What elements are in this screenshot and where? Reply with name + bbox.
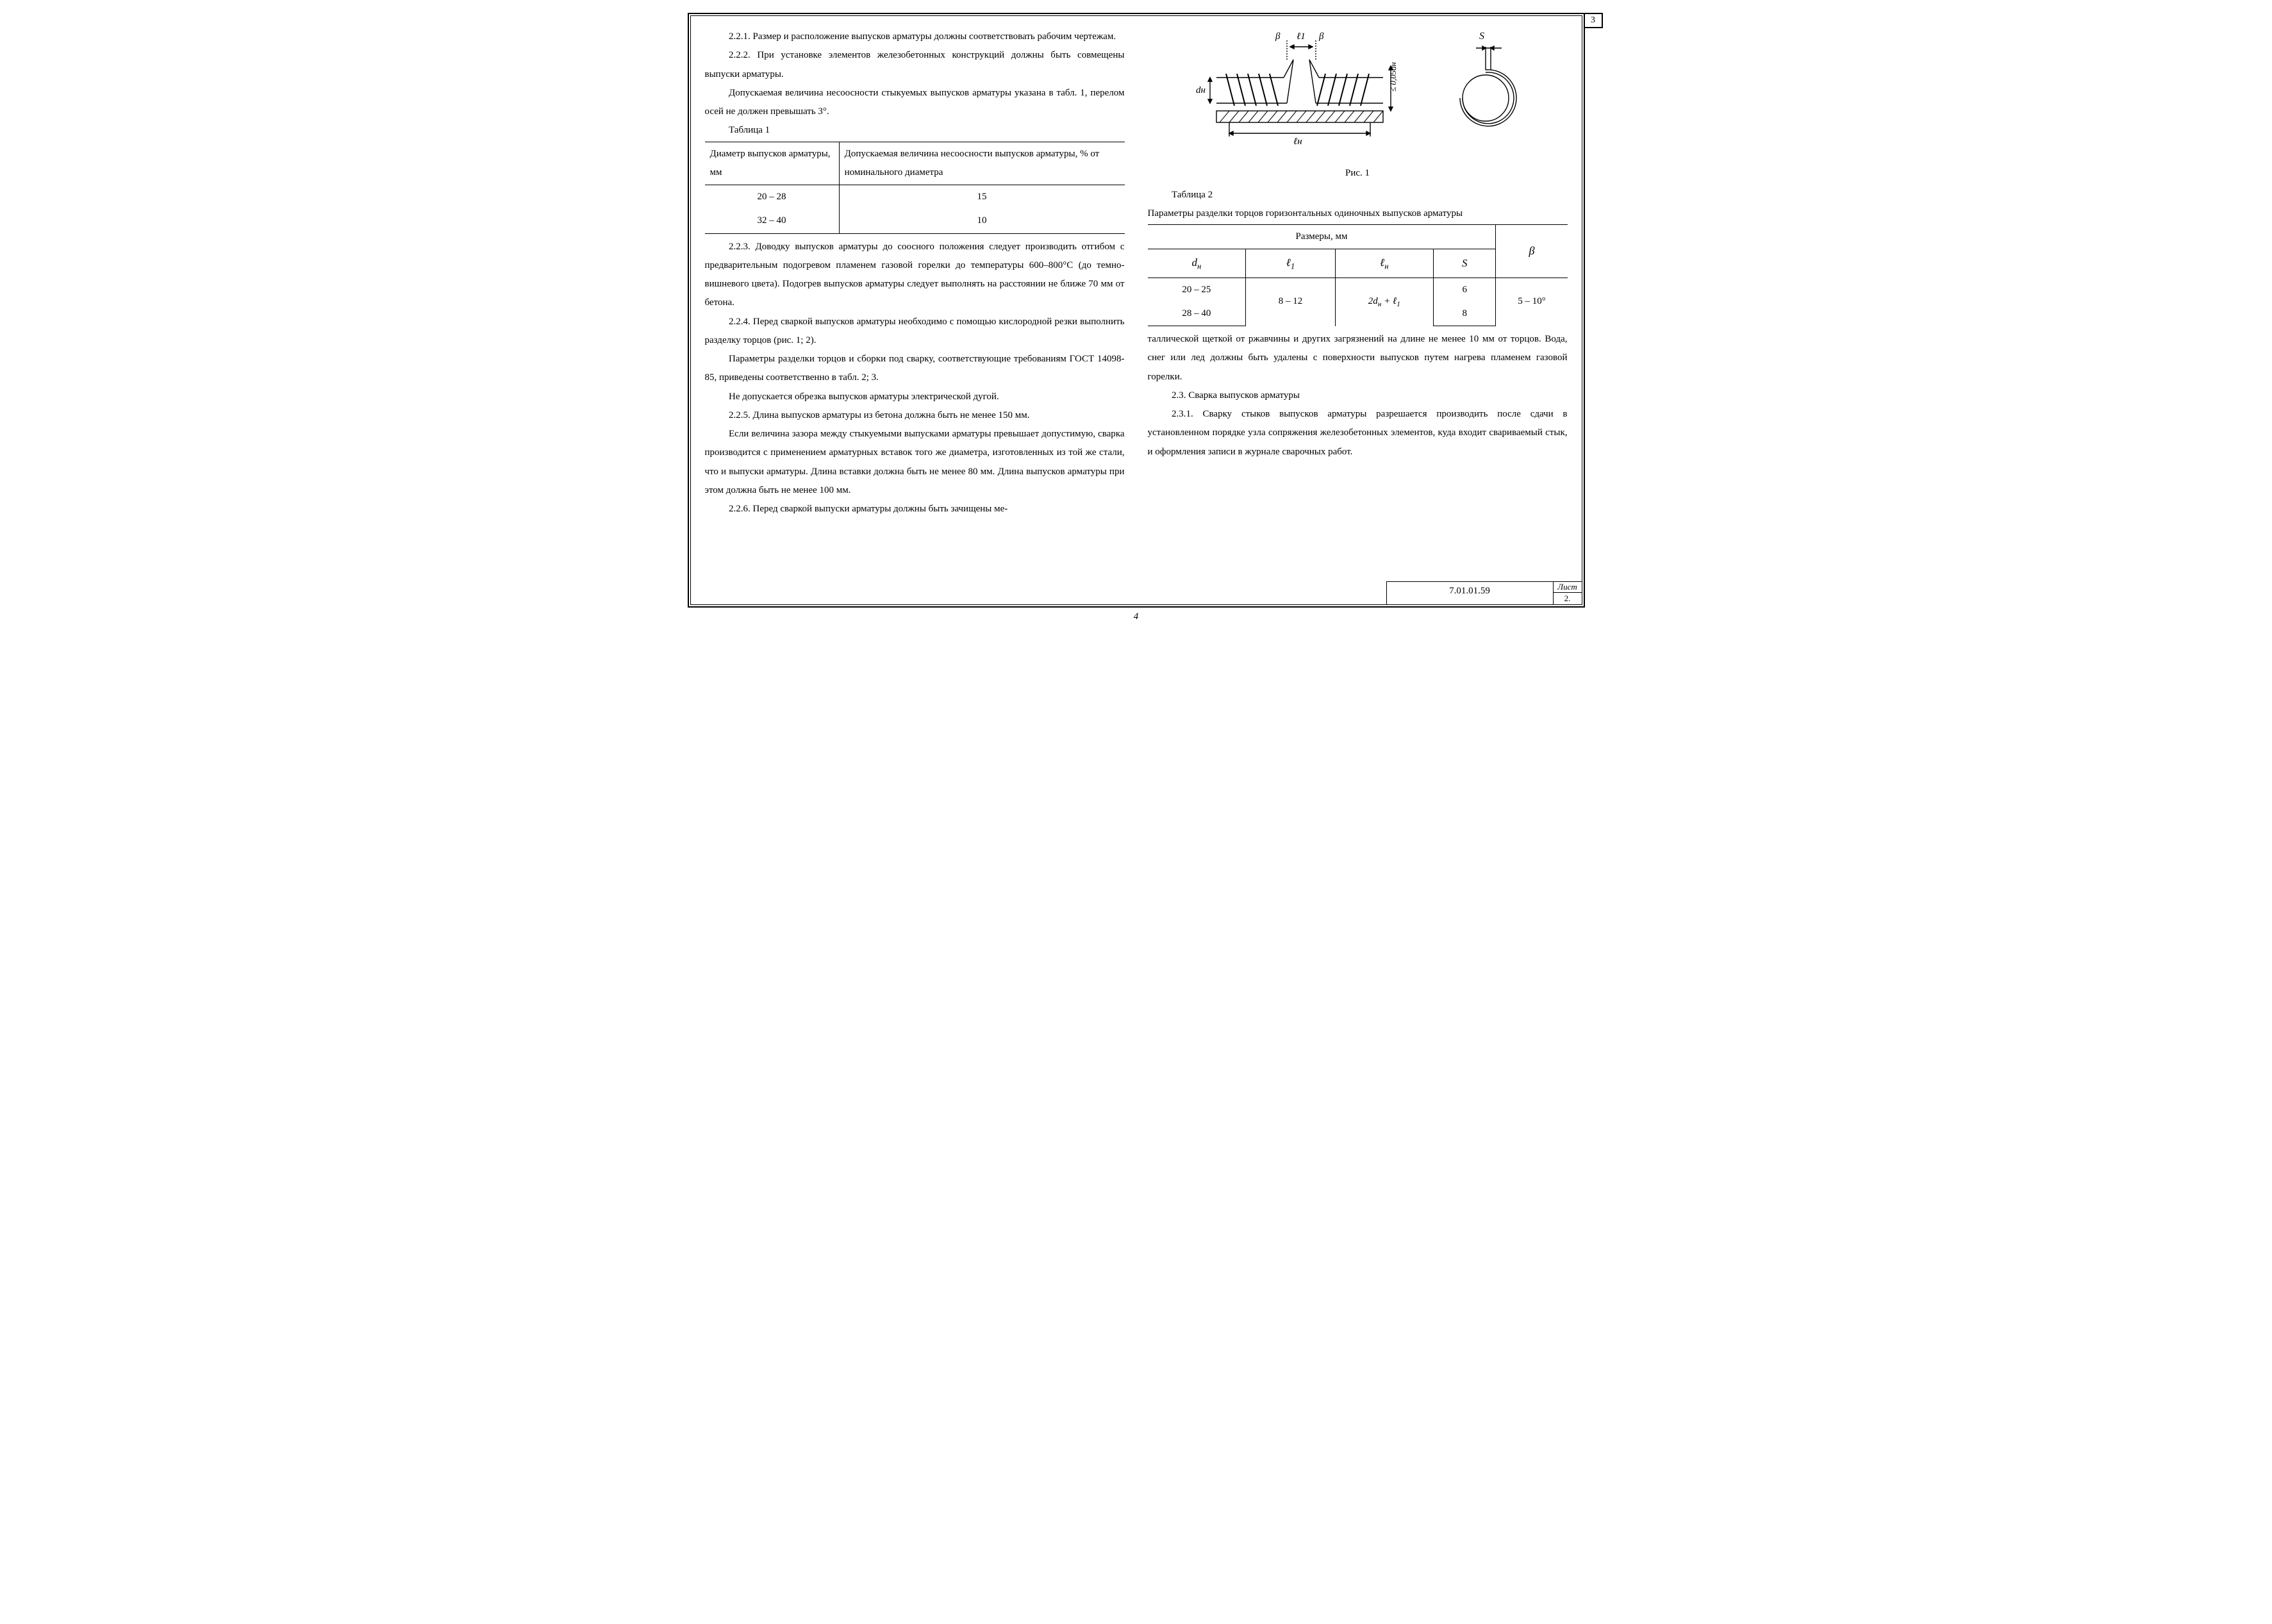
heading-2-3: 2.3. Сварка выпусков арматуры	[1148, 386, 1568, 405]
para-2-2-2: 2.2.2. При установке элементов железобет…	[705, 46, 1125, 84]
t2-beta-val: 5 – 10°	[1518, 296, 1546, 306]
t2-l1: ℓ1	[1286, 256, 1295, 269]
table2-label: Таблица 2	[1148, 186, 1568, 204]
t2-s2: 8	[1462, 308, 1467, 319]
table-1: Диаметр выпусков арматуры, мм Допускаема…	[705, 142, 1125, 234]
figure-1: β ℓ1 β dн ℓн ≤ 0,05dн	[1148, 28, 1568, 183]
t2-ln: ℓн	[1380, 256, 1388, 269]
fig-ln: ℓн	[1293, 137, 1302, 147]
fig-beta-r: β	[1318, 31, 1324, 42]
t2-s1: 6	[1462, 285, 1467, 295]
para-2-2-1: 2.2.1. Размер и расположение выпусков ар…	[705, 28, 1125, 46]
para-2-2-4b: Параметры разделки торцов и сборки под с…	[705, 350, 1125, 388]
sheet-number: 2.	[1554, 593, 1582, 604]
inner-frame: 2.2.1. Размер и расположение выпусков ар…	[690, 15, 1582, 605]
t2-dn: dн	[1191, 256, 1201, 269]
t1-h1: Диаметр выпусков арматуры, мм	[710, 149, 831, 178]
page-corner-number: 3	[1585, 13, 1603, 28]
t2-size-hdr: Размеры, мм	[1296, 231, 1348, 242]
para-2-2-2b: Допускаемая величина несоосности стыкуем…	[705, 84, 1125, 122]
sheet-cell: Лист 2.	[1554, 582, 1582, 604]
figure-1-svg: β ℓ1 β dн ℓн ≤ 0,05dн	[1191, 28, 1524, 156]
t1-r1c2: 15	[977, 192, 987, 202]
left-column: 2.2.1. Размер и расположение выпусков ар…	[705, 28, 1125, 518]
fig-l1: ℓ1	[1297, 31, 1306, 42]
figure-1-label: Рис. 1	[1148, 164, 1568, 183]
para-continuation: таллической щеткой от ржавчины и других …	[1148, 330, 1568, 386]
t2-r2-dn: 28 – 40	[1182, 308, 1211, 319]
t1-r1c1: 20 – 28	[758, 192, 786, 202]
t2-l1-val: 8 – 12	[1279, 296, 1303, 306]
para-2-3-1: 2.3.1. Сварку стыков выпусков арматуры р…	[1148, 405, 1568, 461]
title-block: 7.01.01.59 Лист 2.	[1386, 581, 1582, 604]
para-2-2-3: 2.2.3. Доводку выпусков арматуры до соос…	[705, 238, 1125, 313]
doc-number: 7.01.01.59	[1387, 582, 1554, 604]
two-column-layout: 2.2.1. Размер и расположение выпусков ар…	[705, 28, 1568, 518]
t1-r2c2: 10	[977, 215, 987, 226]
table-2: Размеры, мм β dн ℓ1 ℓн S 20 – 25 8 – 12 …	[1148, 224, 1568, 326]
t2-ln-val: 2dн + ℓ1	[1368, 296, 1400, 306]
sheet-label: Лист	[1554, 582, 1582, 593]
para-2-2-5b: Если величина зазора между стыкуемыми вы…	[705, 425, 1125, 500]
t2-s: S	[1462, 257, 1468, 269]
fig-beta-l: β	[1275, 31, 1281, 42]
para-2-2-4c: Не допускается обрезка выпусков арматуры…	[705, 388, 1125, 406]
table1-label: Таблица 1	[705, 121, 1125, 140]
para-2-2-4: 2.2.4. Перед сваркой выпусков арматуры н…	[705, 313, 1125, 351]
right-column: β ℓ1 β dн ℓн ≤ 0,05dн	[1148, 28, 1568, 518]
t1-r2c1: 32 – 40	[758, 215, 786, 226]
t1-h2: Допускаемая величина несоосности выпуско…	[845, 149, 1100, 178]
outer-frame: 3 2.2.1. Размер и расположение выпусков …	[688, 13, 1585, 608]
para-2-2-6: 2.2.6. Перед сваркой выпуски арматуры до…	[705, 500, 1125, 518]
t2-r1-dn: 20 – 25	[1182, 285, 1211, 295]
para-2-2-5: 2.2.5. Длина выпусков арматуры из бетона…	[705, 406, 1125, 425]
table2-title: Параметры разделки торцов горизонтальных…	[1148, 204, 1568, 223]
fig-s: S	[1479, 31, 1484, 42]
fig-tol: ≤ 0,05dн	[1388, 62, 1398, 92]
t2-beta: β	[1529, 244, 1535, 257]
footer-page-number: 4	[1134, 611, 1139, 622]
fig-dn: dн	[1196, 85, 1206, 95]
